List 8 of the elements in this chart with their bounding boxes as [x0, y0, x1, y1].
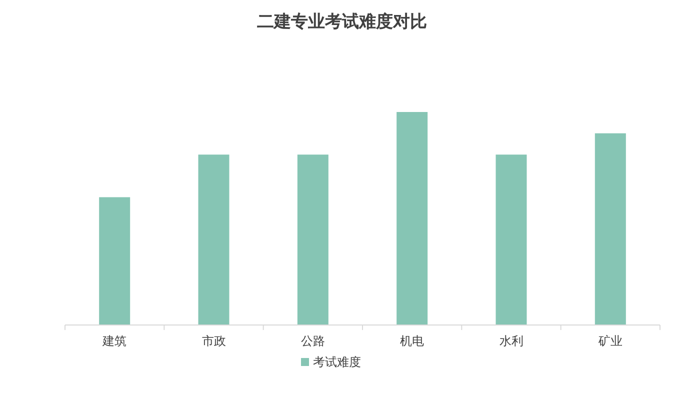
x-tick-label: 公路 [300, 334, 325, 348]
x-tick-label: 市政 [202, 334, 226, 348]
x-tick-label: 矿业 [597, 334, 622, 348]
x-tick-label: 水利 [499, 334, 524, 348]
x-tick-label: 建筑 [102, 334, 127, 348]
chart-title: 二建专业考试难度对比 [257, 12, 427, 32]
x-tick-label: 机电 [400, 334, 424, 348]
legend-label: 考试难度 [313, 355, 361, 369]
